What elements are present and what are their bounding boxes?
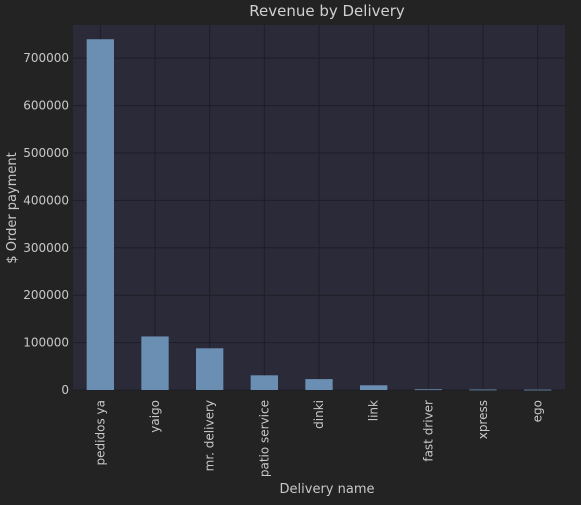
bar-fast-driver xyxy=(414,389,442,391)
x-tick-label: yaigo xyxy=(148,400,162,433)
bar-mr-delivery xyxy=(196,348,224,390)
chart-title: Revenue by Delivery xyxy=(249,2,405,20)
y-tick-label: 400000 xyxy=(23,193,69,207)
bar-dinki xyxy=(305,379,333,390)
x-axis-ticks: pedidos ya yaigo mr. delivery patio service… xyxy=(93,400,544,477)
bar-link xyxy=(360,385,388,390)
y-tick-label: 0 xyxy=(61,383,69,397)
x-tick-label: fast driver xyxy=(421,400,435,462)
bar-pedidos-ya xyxy=(86,39,114,391)
x-tick-label: patio service xyxy=(257,400,271,477)
x-tick-label: xpress xyxy=(476,400,490,439)
y-tick-label: 500000 xyxy=(23,146,69,160)
bars xyxy=(86,39,552,391)
y-axis-ticks: 0 100000 200000 300000 400000 500000 600000 700… xyxy=(23,51,69,397)
x-tick-label: link xyxy=(367,400,381,421)
y-tick-label: 600000 xyxy=(23,99,69,113)
y-tick-label: 700000 xyxy=(23,51,69,65)
x-axis-title: Delivery name xyxy=(280,482,375,497)
y-tick-label: 200000 xyxy=(23,288,69,302)
y-tick-label: 300000 xyxy=(23,241,69,255)
bar-xpress xyxy=(469,389,497,391)
bar-patio-service xyxy=(250,375,278,390)
y-axis-title: $ Order payment xyxy=(5,152,20,263)
x-tick-label: mr. delivery xyxy=(203,400,217,471)
x-tick-label: ego xyxy=(531,400,545,422)
bar-ego xyxy=(524,389,552,391)
x-tick-label: dinki xyxy=(312,400,326,429)
y-tick-label: 100000 xyxy=(23,336,69,350)
x-tick-label: pedidos ya xyxy=(93,400,107,465)
bar-yaigo xyxy=(141,336,169,390)
